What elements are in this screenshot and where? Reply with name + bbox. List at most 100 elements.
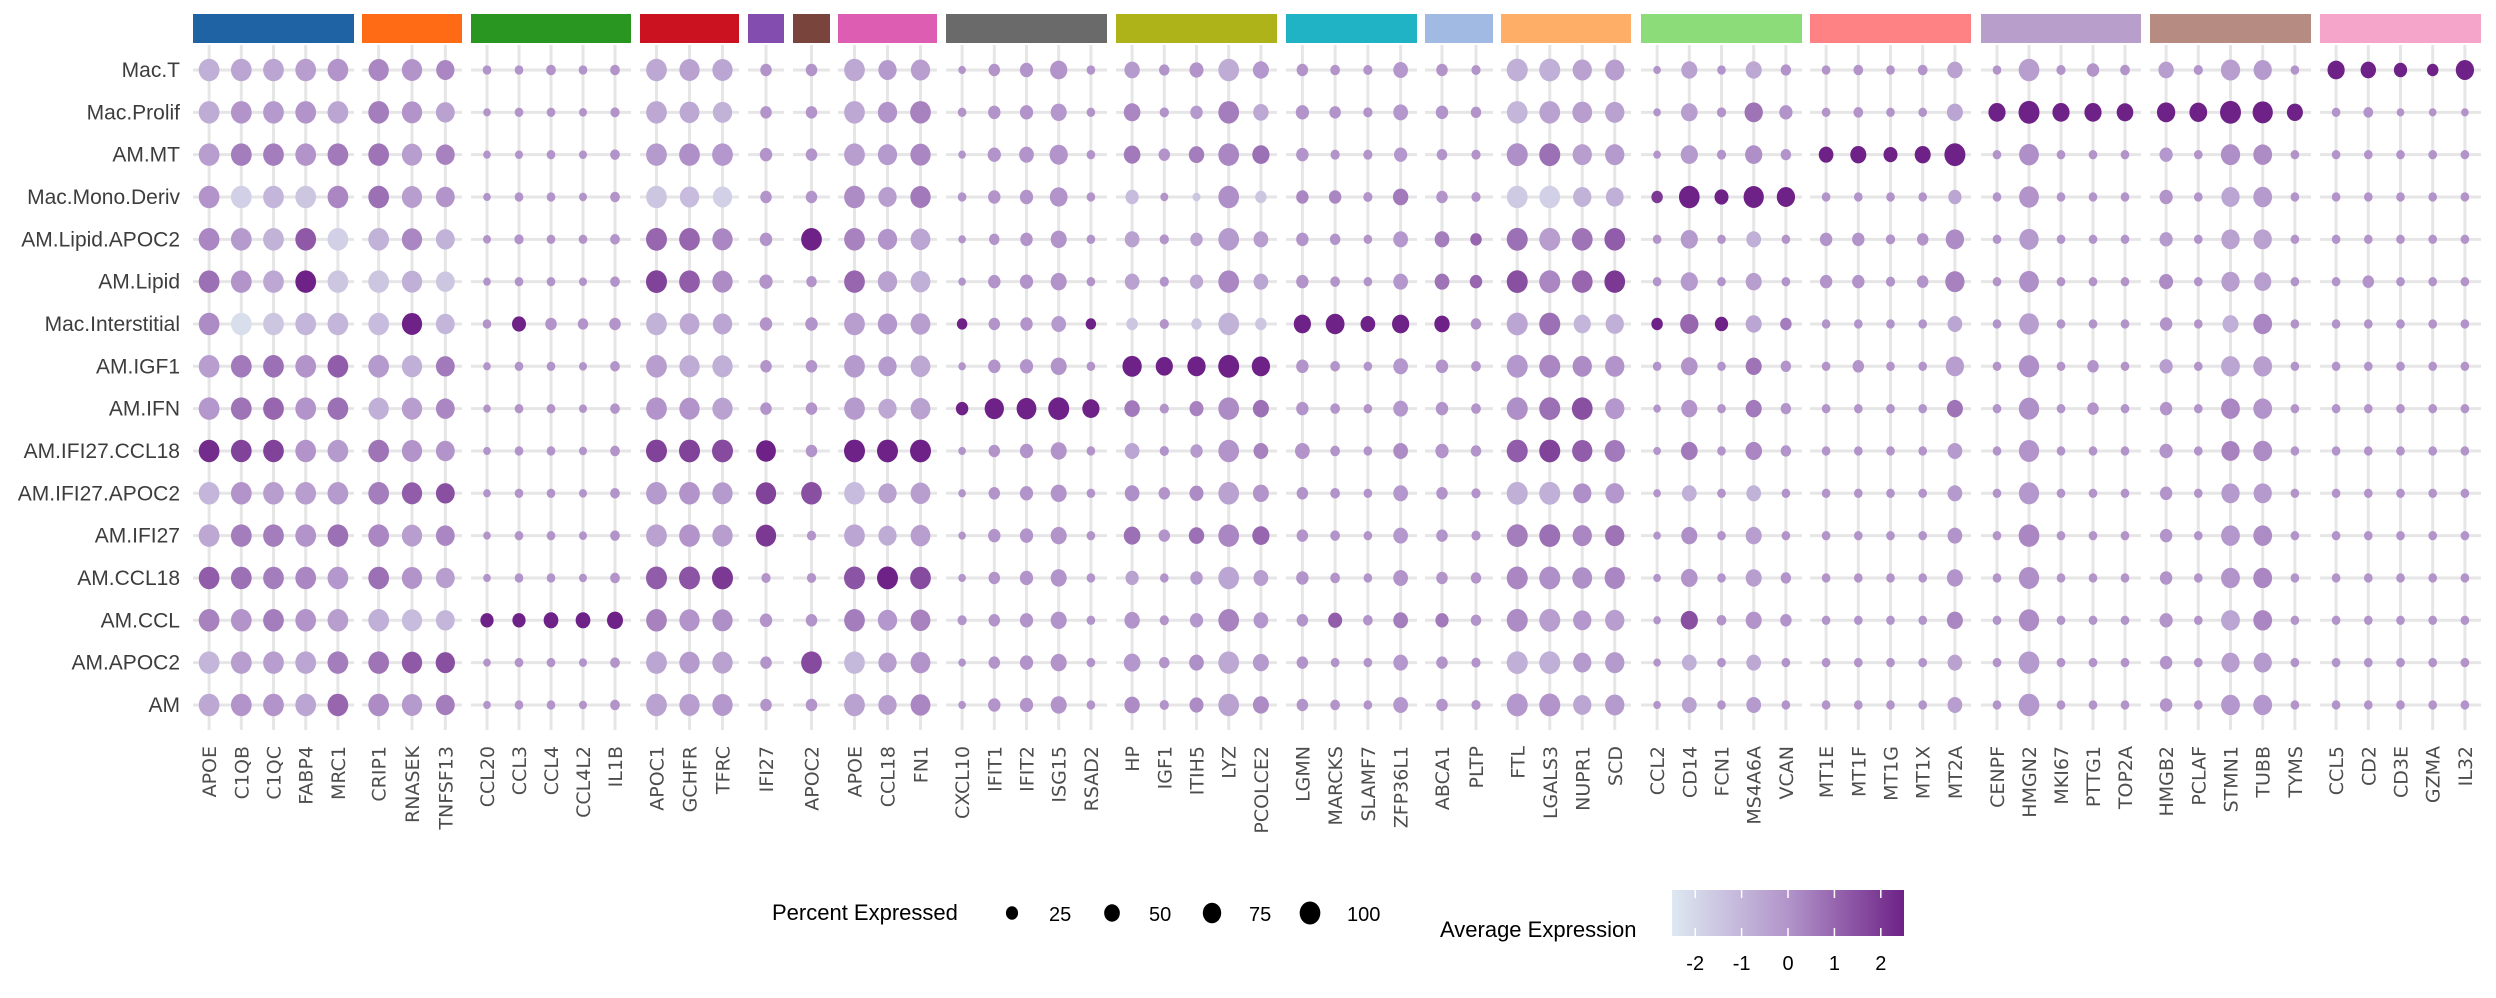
group-strip [1501, 14, 1631, 43]
dot [2331, 530, 2341, 541]
dot [1539, 312, 1561, 336]
x-tick-label: CCL5 [2326, 746, 2348, 795]
x-tick-label: CD14 [1679, 746, 1701, 798]
dot [1506, 524, 1528, 548]
dot [230, 312, 252, 336]
dot [1330, 530, 1340, 541]
dot [1296, 190, 1309, 204]
dot [230, 651, 252, 674]
x-tick-label: ZFP36L1 [1391, 746, 1413, 828]
dot [2056, 573, 2066, 583]
dot [1050, 442, 1067, 460]
dot [1947, 696, 1963, 713]
dot [263, 143, 284, 166]
dot [579, 404, 587, 413]
dot [2019, 228, 2039, 250]
dot [1572, 144, 1592, 166]
dot [295, 482, 317, 505]
dot [514, 488, 524, 498]
dot [712, 313, 733, 335]
dot [401, 439, 423, 462]
dot [2363, 615, 2373, 625]
dot [1821, 530, 1831, 541]
dot [514, 446, 524, 456]
dot [712, 143, 733, 166]
dot [1947, 315, 1963, 332]
dot [760, 402, 772, 415]
dot [263, 524, 284, 547]
dot [1019, 570, 1034, 586]
dot [958, 277, 966, 286]
dot [1506, 354, 1528, 378]
dot [1992, 700, 2002, 710]
group-strip [640, 14, 739, 43]
dot [1124, 231, 1140, 248]
dot [230, 143, 252, 166]
dot [755, 524, 777, 547]
dot [1821, 573, 1831, 583]
dot [368, 693, 390, 717]
dot [2363, 361, 2373, 371]
x-tick-label: TOP2A [2115, 746, 2137, 810]
dot [1680, 103, 1698, 122]
group-strip [1116, 14, 1277, 43]
x-tick-label: TFRC [713, 746, 735, 795]
dot [679, 270, 700, 293]
dot [1605, 398, 1625, 420]
dot [1329, 106, 1341, 119]
dot [2331, 573, 2341, 583]
dot [1253, 273, 1269, 290]
dot [2120, 64, 2130, 76]
dot [1571, 228, 1593, 251]
dot [2396, 573, 2405, 583]
color-legend-label: -2 [1686, 953, 1704, 975]
dot [910, 694, 931, 716]
dot [198, 270, 220, 293]
dot [514, 530, 524, 541]
dot [646, 101, 667, 124]
dot [1652, 276, 1662, 287]
dot [877, 439, 898, 463]
dot [910, 609, 931, 632]
dot [295, 270, 317, 293]
dot [956, 318, 968, 330]
dot [263, 651, 284, 674]
dot [514, 403, 524, 414]
dot [368, 524, 390, 547]
dot [2252, 101, 2273, 124]
dot [2428, 488, 2438, 498]
dot [2088, 615, 2098, 625]
group-strip [1641, 14, 1802, 43]
dot [801, 228, 822, 251]
group-strip [471, 14, 631, 43]
x-tick-label: RNASEK [402, 745, 424, 822]
dot [610, 149, 620, 160]
dot [1253, 231, 1269, 248]
dot [1190, 232, 1203, 247]
dot [1571, 270, 1593, 293]
dot [1680, 229, 1698, 249]
dot [610, 64, 620, 76]
dot [1717, 573, 1726, 583]
dot [1539, 566, 1561, 590]
x-tick-label: MT1F [1848, 746, 1870, 797]
dot [198, 101, 220, 124]
dot [1218, 651, 1240, 674]
size-legend-dot [1299, 901, 1321, 925]
dot [401, 566, 423, 589]
dot [878, 483, 897, 504]
dot [646, 270, 667, 294]
dot [1296, 571, 1309, 585]
dot [1781, 276, 1791, 287]
dot [958, 489, 966, 498]
dot [877, 144, 898, 166]
dot [2253, 144, 2273, 165]
dot [805, 63, 818, 77]
dot [1680, 145, 1698, 165]
dot [844, 566, 865, 590]
dot [1539, 143, 1561, 167]
dot [2360, 61, 2377, 79]
dot [2460, 488, 2470, 498]
dot [2220, 100, 2241, 124]
dot [1328, 612, 1343, 628]
